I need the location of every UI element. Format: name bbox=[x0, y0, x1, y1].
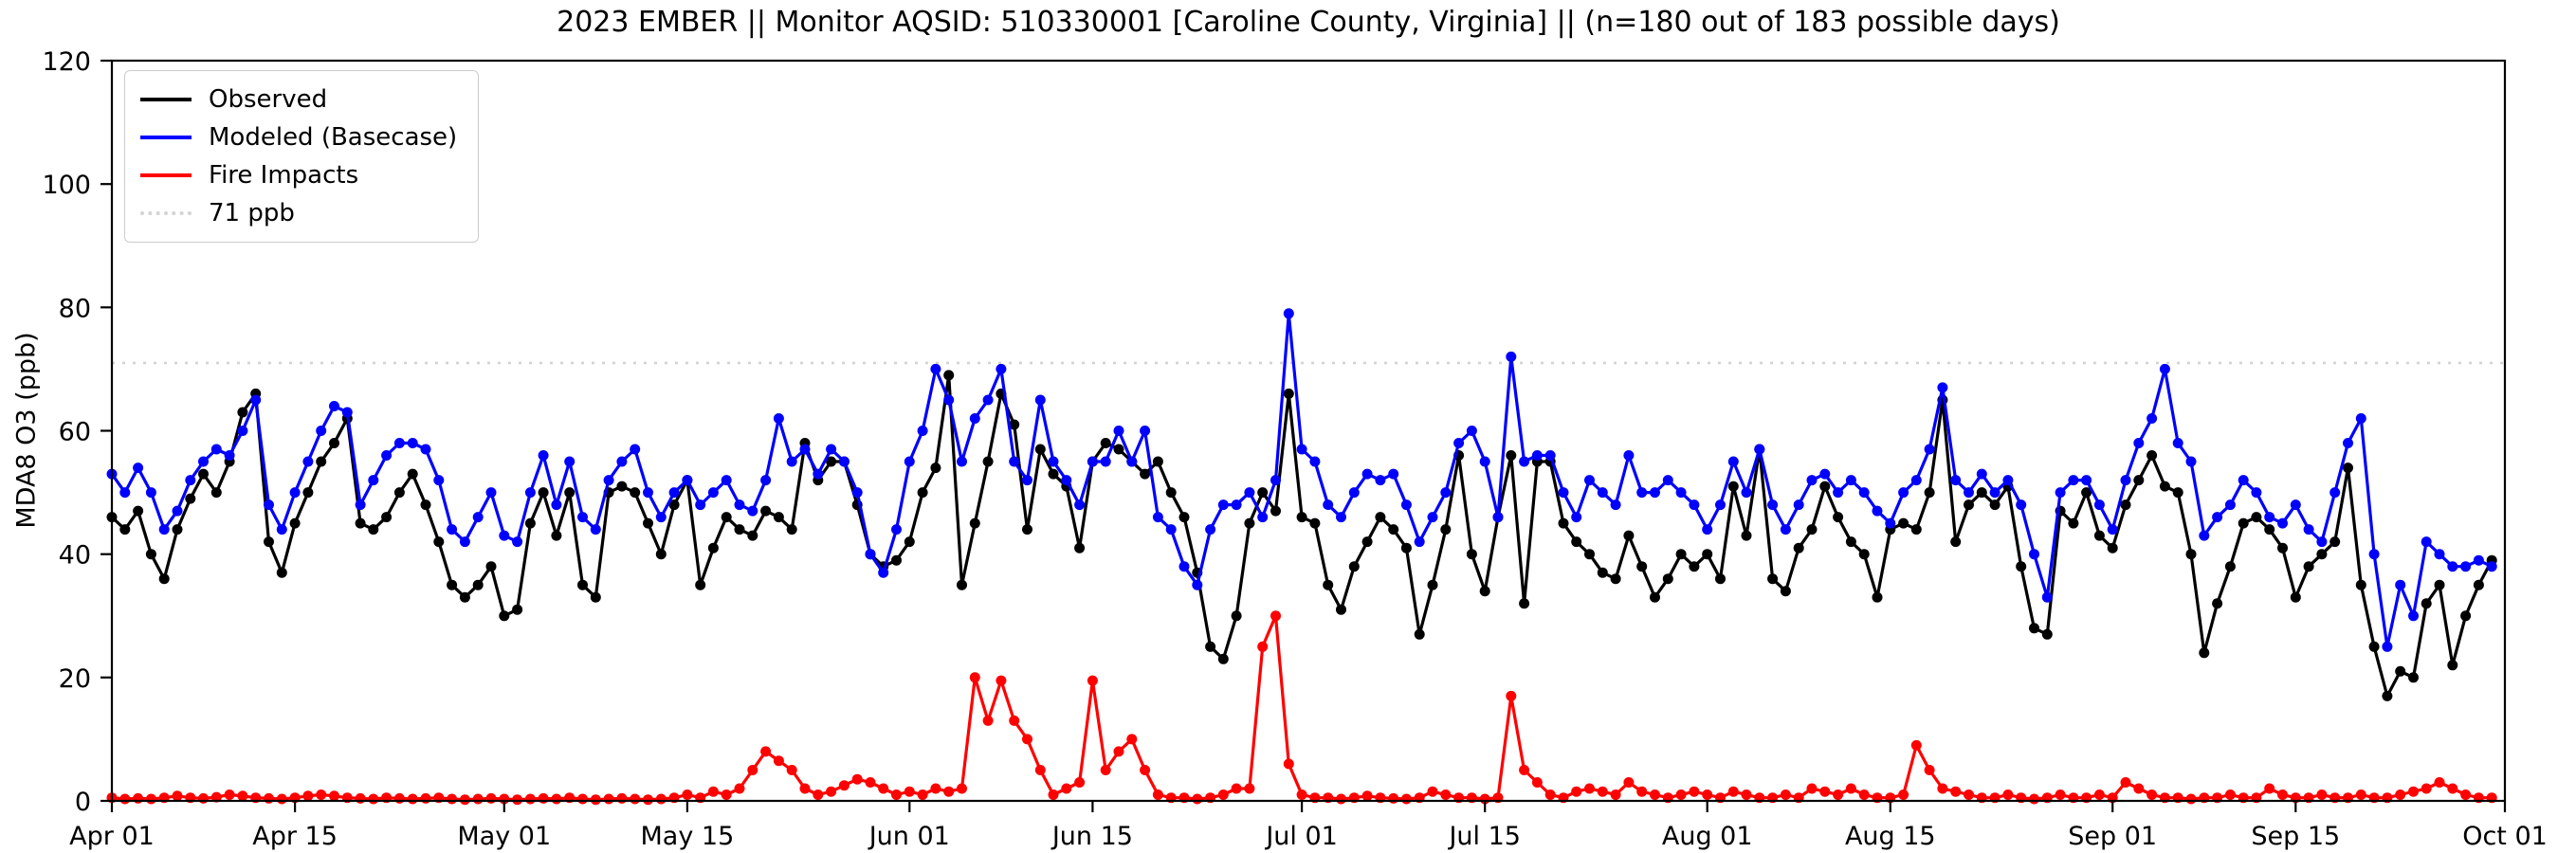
series-markers-modeled-basecase bbox=[106, 308, 2497, 652]
svg-text:May 01: May 01 bbox=[457, 822, 551, 851]
svg-text:Apr 15: Apr 15 bbox=[252, 822, 338, 851]
svg-text:100: 100 bbox=[42, 171, 91, 200]
svg-text:Aug 15: Aug 15 bbox=[1845, 822, 1936, 851]
legend-label-observed: Observed bbox=[209, 85, 328, 114]
series-markers-fire-impacts bbox=[106, 610, 2497, 806]
svg-text:Jun 01: Jun 01 bbox=[868, 822, 950, 851]
legend-swatch-observed bbox=[140, 98, 192, 101]
series-line-fire-impacts bbox=[111, 614, 2493, 802]
legend-label-71ppb-threshold: 71 ppb bbox=[209, 199, 295, 227]
svg-text:40: 40 bbox=[59, 541, 91, 571]
chart-title: 2023 EMBER || Monitor AQSID: 510330001 [… bbox=[557, 6, 2060, 39]
svg-text:Sep 15: Sep 15 bbox=[2251, 822, 2340, 851]
svg-text:May 15: May 15 bbox=[641, 822, 735, 851]
svg-text:120: 120 bbox=[42, 47, 91, 77]
svg-text:Oct 01: Oct 01 bbox=[2462, 822, 2548, 851]
series-markers-observed bbox=[106, 370, 2497, 701]
legend-item-modeled-basecase: Modeled (Basecase) bbox=[140, 118, 457, 156]
legend-label-fire-impacts: Fire Impacts bbox=[209, 161, 359, 190]
x-axis-ticks: Apr 01 Apr 15 May 01 May 15 Jun 01 Jun 15 Jul … bbox=[69, 801, 2548, 851]
legend-item-71ppb-threshold: 71 ppb bbox=[140, 194, 457, 232]
legend-swatch-fire-impacts bbox=[140, 173, 192, 177]
svg-text:80: 80 bbox=[59, 294, 91, 323]
svg-text:20: 20 bbox=[59, 664, 91, 694]
legend: Observed Modeled (Basecase) Fire Impacts… bbox=[124, 70, 480, 243]
svg-text:Apr 01: Apr 01 bbox=[69, 822, 155, 851]
svg-text:Aug 01: Aug 01 bbox=[1662, 822, 1753, 851]
legend-label-modeled-basecase: Modeled (Basecase) bbox=[209, 123, 458, 152]
legend-swatch-71ppb-threshold bbox=[140, 211, 192, 215]
svg-text:0: 0 bbox=[75, 788, 91, 817]
legend-item-observed: Observed bbox=[140, 81, 457, 118]
legend-item-fire-impacts: Fire Impacts bbox=[140, 156, 457, 194]
svg-text:60: 60 bbox=[59, 418, 91, 447]
svg-text:Jul 15: Jul 15 bbox=[1447, 822, 1521, 851]
svg-text:Jun 15: Jun 15 bbox=[1050, 822, 1133, 851]
svg-text:Sep 01: Sep 01 bbox=[2068, 822, 2157, 851]
svg-text:Jul 01: Jul 01 bbox=[1264, 822, 1338, 851]
legend-swatch-modeled-basecase bbox=[140, 136, 192, 139]
y-axis-ticks: 0 20 40 60 80 100 120 bbox=[42, 47, 112, 817]
